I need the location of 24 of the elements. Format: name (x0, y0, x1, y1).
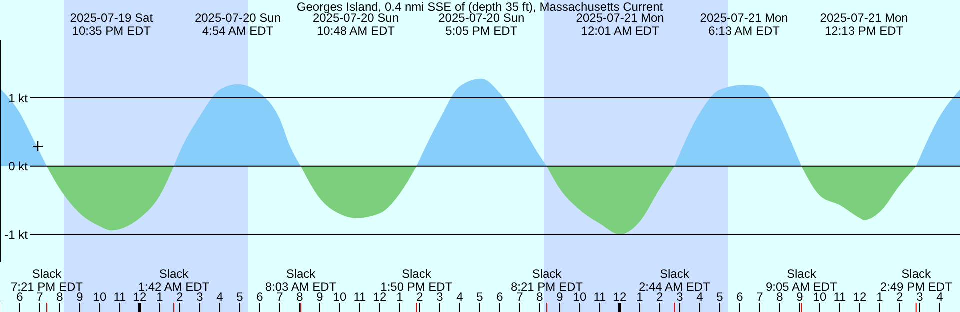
text: 2025-07-21 Mon 12:01 AM EDT (576, 11, 664, 38)
x-tick-label: 12 (613, 290, 627, 304)
x-tick-label: 6 (496, 290, 504, 304)
y-tick-label: 1 kt (8, 91, 29, 106)
x-tick-label: 6 (736, 290, 744, 304)
text: 2025-07-19 Sat 10:35 PM EDT (70, 11, 154, 38)
y-tick-label: 0 kt (8, 160, 29, 174)
text: 2025-07-21 Mon 6:13 AM EDT (700, 11, 788, 38)
x-tick-label: 4 (216, 290, 224, 304)
x-tick-label: 5 (476, 290, 484, 304)
x-tick-label: 5 (716, 290, 724, 304)
x-tick-label: 7 (756, 290, 764, 304)
text: 2025-07-20 Sun 4:54 AM EDT (194, 11, 282, 38)
x-tick-label: 11 (354, 290, 367, 304)
y-tick-label: -1 kt (4, 228, 29, 242)
x-tick-label: 11 (594, 290, 607, 304)
x-tick-label: 11 (114, 290, 127, 304)
chart-title: Georges Island, 0.4 nmi SSE of (depth 35 ft), Massachusetts Current (296, 0, 664, 14)
x-tick-label: 10 (93, 290, 107, 304)
x-tick-label: 4 (456, 290, 464, 304)
x-tick-label: 6 (256, 290, 264, 304)
text: 2025-07-21 Mon 12:13 PM EDT (820, 11, 908, 38)
x-tick-label: 12 (853, 290, 867, 304)
x-tick-label: 5 (236, 290, 244, 304)
